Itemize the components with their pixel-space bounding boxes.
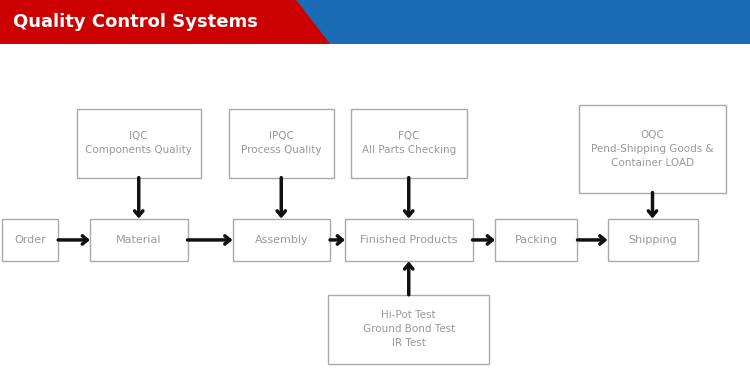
FancyBboxPatch shape <box>350 109 466 178</box>
Text: FQC
All Parts Checking: FQC All Parts Checking <box>362 131 456 155</box>
Text: Shipping: Shipping <box>628 235 676 245</box>
Polygon shape <box>0 0 330 44</box>
FancyBboxPatch shape <box>229 109 334 178</box>
Text: Quality Control Systems: Quality Control Systems <box>13 13 258 31</box>
Text: Order: Order <box>14 235 46 245</box>
FancyBboxPatch shape <box>579 105 725 193</box>
Text: OQC
Pend-Shipping Goods &
Container LOAD: OQC Pend-Shipping Goods & Container LOAD <box>591 130 714 168</box>
Text: Assembly: Assembly <box>254 235 308 245</box>
Text: IPQC
Process Quality: IPQC Process Quality <box>241 131 322 155</box>
FancyBboxPatch shape <box>2 219 58 261</box>
FancyBboxPatch shape <box>232 219 330 261</box>
FancyBboxPatch shape <box>328 295 490 364</box>
Text: Finished Products: Finished Products <box>360 235 458 245</box>
FancyBboxPatch shape <box>495 219 578 261</box>
FancyBboxPatch shape <box>0 0 750 44</box>
Text: IQC
Components Quality: IQC Components Quality <box>86 131 192 155</box>
Text: Material: Material <box>116 235 161 245</box>
FancyBboxPatch shape <box>90 219 188 261</box>
FancyBboxPatch shape <box>345 219 472 261</box>
Text: Packing: Packing <box>514 235 558 245</box>
FancyBboxPatch shape <box>76 109 201 178</box>
Text: Hi-Pot Test
Ground Bond Test
IR Test: Hi-Pot Test Ground Bond Test IR Test <box>363 310 454 348</box>
FancyBboxPatch shape <box>608 219 698 261</box>
